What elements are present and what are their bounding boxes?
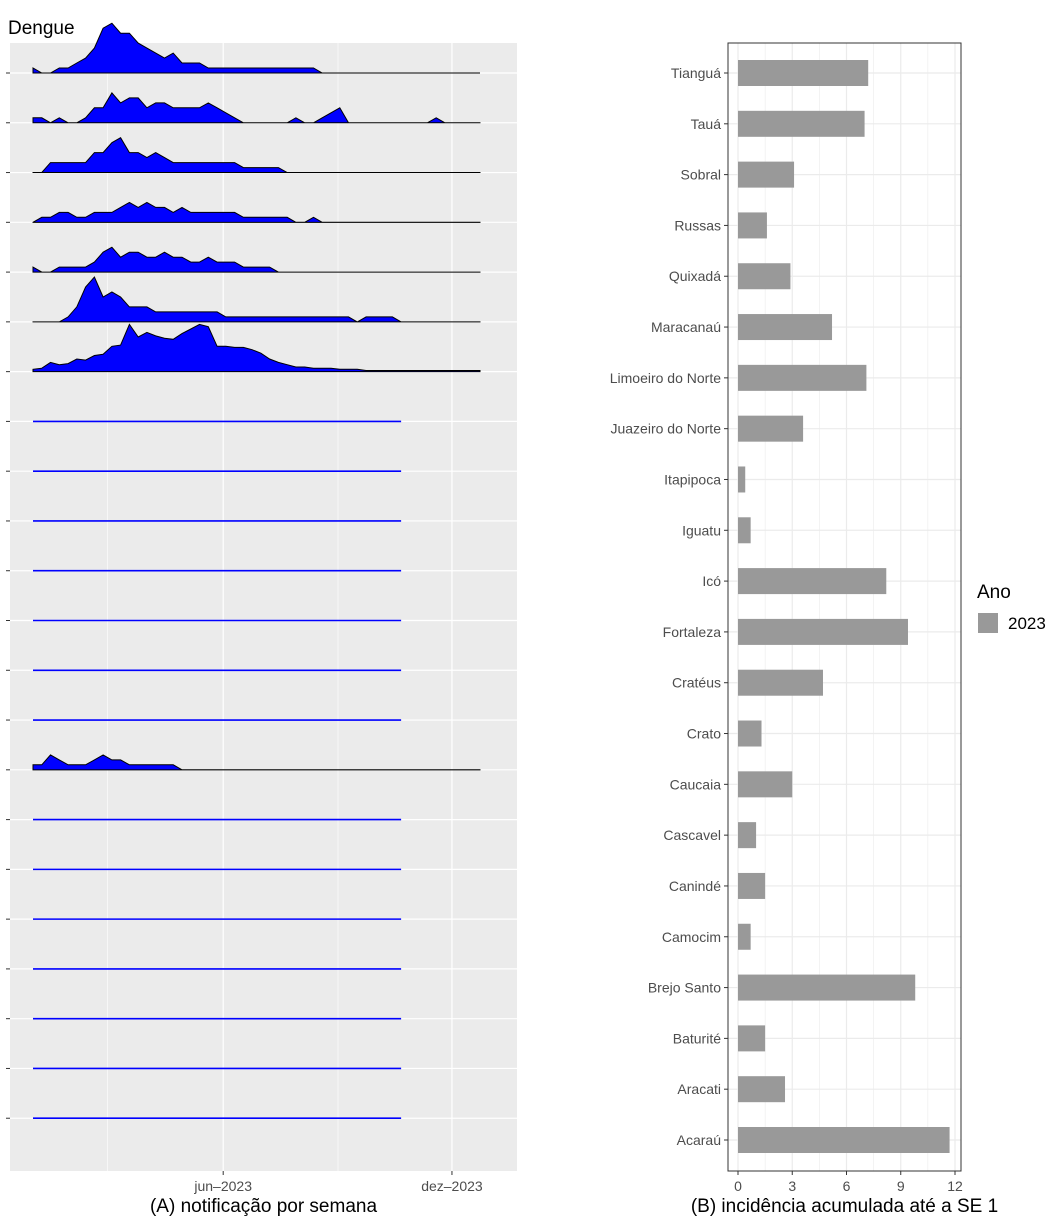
bar-cascavel bbox=[738, 822, 757, 849]
bar-category-label: Iguatu bbox=[682, 522, 721, 538]
bar-category-label: Crato bbox=[687, 726, 721, 742]
bar-x-tick-label: 6 bbox=[843, 1178, 851, 1194]
bar-tianguá bbox=[738, 60, 869, 86]
bar-caption: (B) incidência acumulada até a SE 1 bbox=[691, 1196, 998, 1217]
ridgeline-series-4 bbox=[32, 201, 481, 223]
bar-category-label: Maracanaú bbox=[651, 319, 721, 335]
bar-category-label: Tauá bbox=[691, 116, 722, 132]
legend-key bbox=[978, 613, 998, 633]
ridgeline-series-group bbox=[32, 22, 481, 1120]
bar-russas bbox=[738, 212, 767, 239]
bar-itapipoca bbox=[738, 466, 746, 493]
bar-category-label: Cascavel bbox=[663, 827, 721, 843]
bar-category-label: Cratéus bbox=[672, 675, 721, 691]
bar-category-label: Limoeiro do Norte bbox=[610, 370, 721, 386]
ridgeline-x-tick-label: jun–2023 bbox=[193, 1178, 252, 1194]
bar-category-label: Itapipoca bbox=[664, 471, 721, 487]
bar-category-label: Caucaia bbox=[670, 776, 722, 792]
bar-baturité bbox=[738, 1025, 766, 1052]
bar-category-label: Russas bbox=[674, 217, 721, 233]
bar-crato bbox=[738, 720, 762, 747]
bar-category-label: Camocim bbox=[662, 929, 721, 945]
bar-x-tick-label: 0 bbox=[734, 1178, 742, 1194]
bar-cratéus bbox=[738, 669, 823, 696]
ridgeline-series-8 bbox=[32, 323, 481, 373]
bar-icó bbox=[738, 568, 887, 595]
ridgeline-series-2 bbox=[32, 92, 481, 124]
ridgeline-series-5 bbox=[32, 246, 481, 273]
legend-label: 2023 bbox=[1008, 614, 1046, 633]
bar-brejo-santo bbox=[738, 974, 916, 1001]
bar-category-label: Icó bbox=[702, 573, 721, 589]
bar-y-axis: Tianguá Tauá Sobral Russas Quixadá Maracanaú L… bbox=[610, 65, 728, 1148]
legend: Ano 2023 bbox=[977, 582, 1046, 633]
bar-series-group bbox=[738, 60, 950, 1153]
ridgeline-panel-background bbox=[10, 43, 517, 1171]
bar-caucaia bbox=[738, 771, 793, 798]
bar-limoeiro-do-norte bbox=[738, 364, 867, 391]
ridgeline-panel: jun–2023 dez–2023 (A) notificação por sem… bbox=[6, 22, 517, 1217]
bar-category-label: Juazeiro do Norte bbox=[610, 421, 721, 437]
bar-iguatu bbox=[738, 517, 751, 544]
bar-x-axis: 0 3 6 9 12 bbox=[734, 1171, 963, 1194]
bar-x-tick-label: 3 bbox=[788, 1178, 796, 1194]
bar-panel: Tianguá Tauá Sobral Russas Quixadá Maracanaú L… bbox=[610, 42, 998, 1217]
bar-tauá bbox=[738, 110, 865, 137]
legend-title: Ano bbox=[977, 582, 1011, 603]
bar-x-tick-label: 12 bbox=[947, 1178, 963, 1194]
bar-category-label: Fortaleza bbox=[663, 624, 722, 640]
bar-category-label: Acaraú bbox=[677, 1132, 721, 1148]
bar-category-label: Sobral bbox=[681, 167, 721, 183]
bar-category-label: Brejo Santo bbox=[648, 980, 721, 996]
bar-panel-border bbox=[727, 42, 962, 1172]
bar-maracanaú bbox=[738, 314, 833, 341]
bar-quixadá bbox=[738, 263, 791, 290]
ridgeline-x-axis: jun–2023 dez–2023 bbox=[6, 72, 483, 1194]
bar-sobral bbox=[738, 161, 795, 188]
figure-title: Dengue bbox=[8, 18, 75, 39]
ridgeline-x-tick-label: dez–2023 bbox=[421, 1178, 483, 1194]
bar-camocim bbox=[738, 923, 751, 950]
bar-acaraú bbox=[738, 1127, 950, 1153]
bar-juazeiro-do-norte bbox=[738, 415, 804, 442]
bar-x-tick-label: 9 bbox=[897, 1178, 905, 1194]
bar-category-label: Canindé bbox=[669, 878, 721, 894]
ridgeline-caption: (A) notificação por semana bbox=[150, 1196, 377, 1217]
ridgeline-series-7 bbox=[32, 754, 481, 771]
bar-aracati bbox=[738, 1076, 786, 1103]
bar-panel-background bbox=[728, 43, 961, 1171]
bar-category-label: Baturité bbox=[673, 1030, 721, 1046]
ridgeline-series-6 bbox=[32, 276, 481, 323]
bar-fortaleza bbox=[738, 618, 908, 645]
bar-canindé bbox=[738, 872, 766, 899]
ridgeline-series-1 bbox=[32, 22, 480, 74]
legend-items: 2023 bbox=[978, 613, 1046, 633]
bar-category-label: Tianguá bbox=[671, 65, 721, 81]
ridgeline-series-3 bbox=[32, 137, 481, 174]
bar-category-label: Aracati bbox=[677, 1081, 721, 1097]
bar-category-label: Quixadá bbox=[669, 268, 721, 284]
